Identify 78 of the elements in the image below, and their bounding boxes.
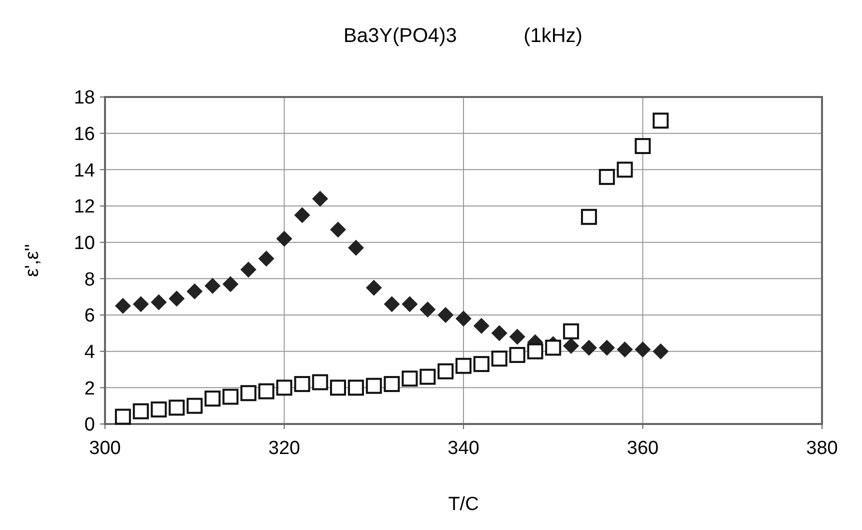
- point: [456, 358, 472, 374]
- point: [330, 222, 346, 238]
- x-tick-label: 360: [626, 438, 659, 459]
- point: [634, 138, 651, 154]
- y-tick-label: 16: [74, 124, 95, 145]
- point: [366, 280, 382, 296]
- point: [420, 302, 436, 318]
- x-tick-label: 320: [268, 438, 300, 459]
- y-tick-label: 14: [74, 160, 96, 182]
- point: [563, 323, 580, 340]
- point: [258, 383, 274, 400]
- point: [276, 380, 292, 396]
- point: [222, 388, 238, 405]
- point: [652, 343, 669, 360]
- point: [545, 340, 562, 356]
- point: [402, 296, 418, 312]
- point: [384, 376, 400, 392]
- point: [616, 162, 633, 178]
- point: [330, 380, 346, 396]
- x-tick-label: 300: [89, 438, 121, 459]
- point: [168, 290, 185, 307]
- point: [312, 190, 328, 207]
- y-tick-label: 12: [74, 196, 95, 218]
- point: [563, 338, 580, 354]
- y-tick-label: 10: [74, 232, 95, 254]
- y-tick-label: 2: [84, 378, 95, 400]
- point: [580, 340, 597, 356]
- point: [509, 328, 526, 345]
- point: [186, 283, 203, 300]
- y-axis-title: ε',ε'': [22, 244, 43, 278]
- point: [240, 262, 256, 278]
- point: [114, 408, 131, 425]
- y-tick-label: 8: [84, 269, 95, 290]
- point: [348, 380, 364, 396]
- point: [258, 250, 274, 267]
- point: [652, 112, 669, 129]
- y-tick-label: 18: [74, 88, 95, 109]
- point: [276, 230, 292, 247]
- x-tick-label: 380: [806, 438, 838, 459]
- point: [150, 294, 167, 310]
- y-tick-label: 0: [84, 414, 95, 436]
- point: [598, 168, 615, 185]
- point: [186, 398, 203, 414]
- point: [438, 307, 454, 323]
- point: [473, 356, 490, 372]
- point: [580, 208, 597, 225]
- point: [294, 376, 310, 392]
- point: [420, 368, 436, 385]
- y-tick-label: 4: [84, 342, 96, 363]
- point: [132, 403, 149, 420]
- point: [204, 278, 221, 294]
- point: [456, 310, 472, 327]
- point: [114, 298, 131, 314]
- point: [312, 374, 328, 390]
- point: [204, 390, 221, 407]
- point: [598, 340, 615, 356]
- point: [527, 343, 544, 360]
- point: [348, 240, 364, 256]
- point: [491, 325, 508, 342]
- point: [473, 318, 490, 334]
- point: [168, 400, 185, 416]
- point: [150, 401, 167, 418]
- point: [294, 207, 310, 224]
- x-axis-title: T/C: [448, 494, 479, 515]
- point: [634, 342, 651, 358]
- point: [491, 350, 508, 367]
- point: [366, 378, 382, 394]
- point: [402, 370, 418, 387]
- point: [438, 363, 454, 380]
- y-tick-label: 6: [84, 306, 95, 327]
- chart-title: Ba3Y(PO4)3 (1kHz): [344, 25, 582, 47]
- point: [616, 342, 633, 358]
- point: [132, 296, 149, 312]
- point: [222, 276, 238, 292]
- point: [509, 346, 526, 363]
- point: [384, 296, 400, 312]
- x-tick-label: 340: [448, 438, 480, 459]
- point: [240, 385, 256, 402]
